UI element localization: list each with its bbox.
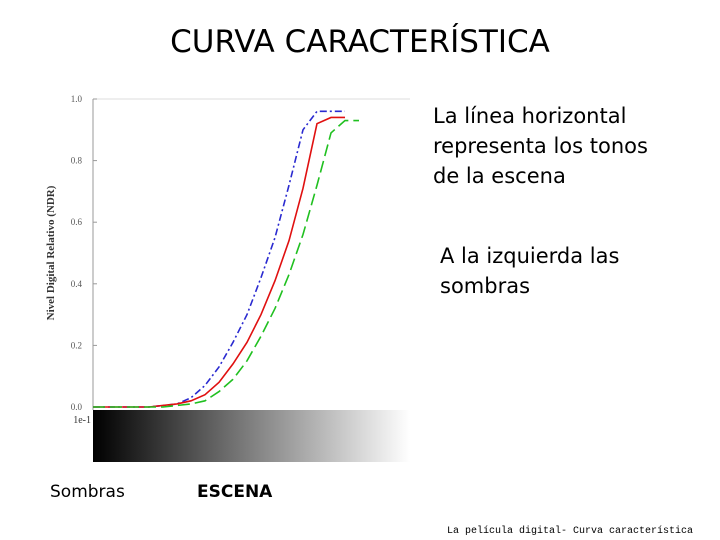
note-line: representa los tonos	[433, 134, 648, 158]
y-tick-label: 0.4	[71, 279, 83, 289]
note-line: de la escena	[433, 164, 566, 188]
curve	[93, 110, 345, 408]
tone-gradient	[93, 410, 410, 462]
y-tick-label: 1.0	[71, 94, 83, 104]
y-tick-label: 0.2	[71, 340, 82, 350]
footer: La película digital- Curva característic…	[447, 525, 693, 537]
y-tick-label: 0.8	[71, 156, 83, 166]
notes: La línea horizontal representa los tonos d…	[433, 104, 648, 298]
note-line: sombras	[440, 274, 530, 298]
note-line: La línea horizontal	[433, 104, 626, 128]
y-tick-label: 0.0	[71, 402, 83, 412]
plot: 0.0 0.2 0.4 0.6 0.8 1.0 1e-1	[71, 94, 359, 426]
slide-title: CURVA CARACTERÍSTICA	[170, 24, 550, 60]
scene-label: ESCENA	[197, 482, 273, 502]
curve	[93, 119, 359, 408]
y-axis-label: Nivel Digital Relativo (NDR)	[45, 185, 57, 320]
curve	[93, 116, 345, 408]
y-tick-label: 0.6	[71, 217, 83, 227]
shadows-label: Sombras	[50, 482, 125, 502]
x-tick-label: 1e-1	[73, 415, 91, 426]
note-line: A la izquierda las	[440, 244, 619, 268]
